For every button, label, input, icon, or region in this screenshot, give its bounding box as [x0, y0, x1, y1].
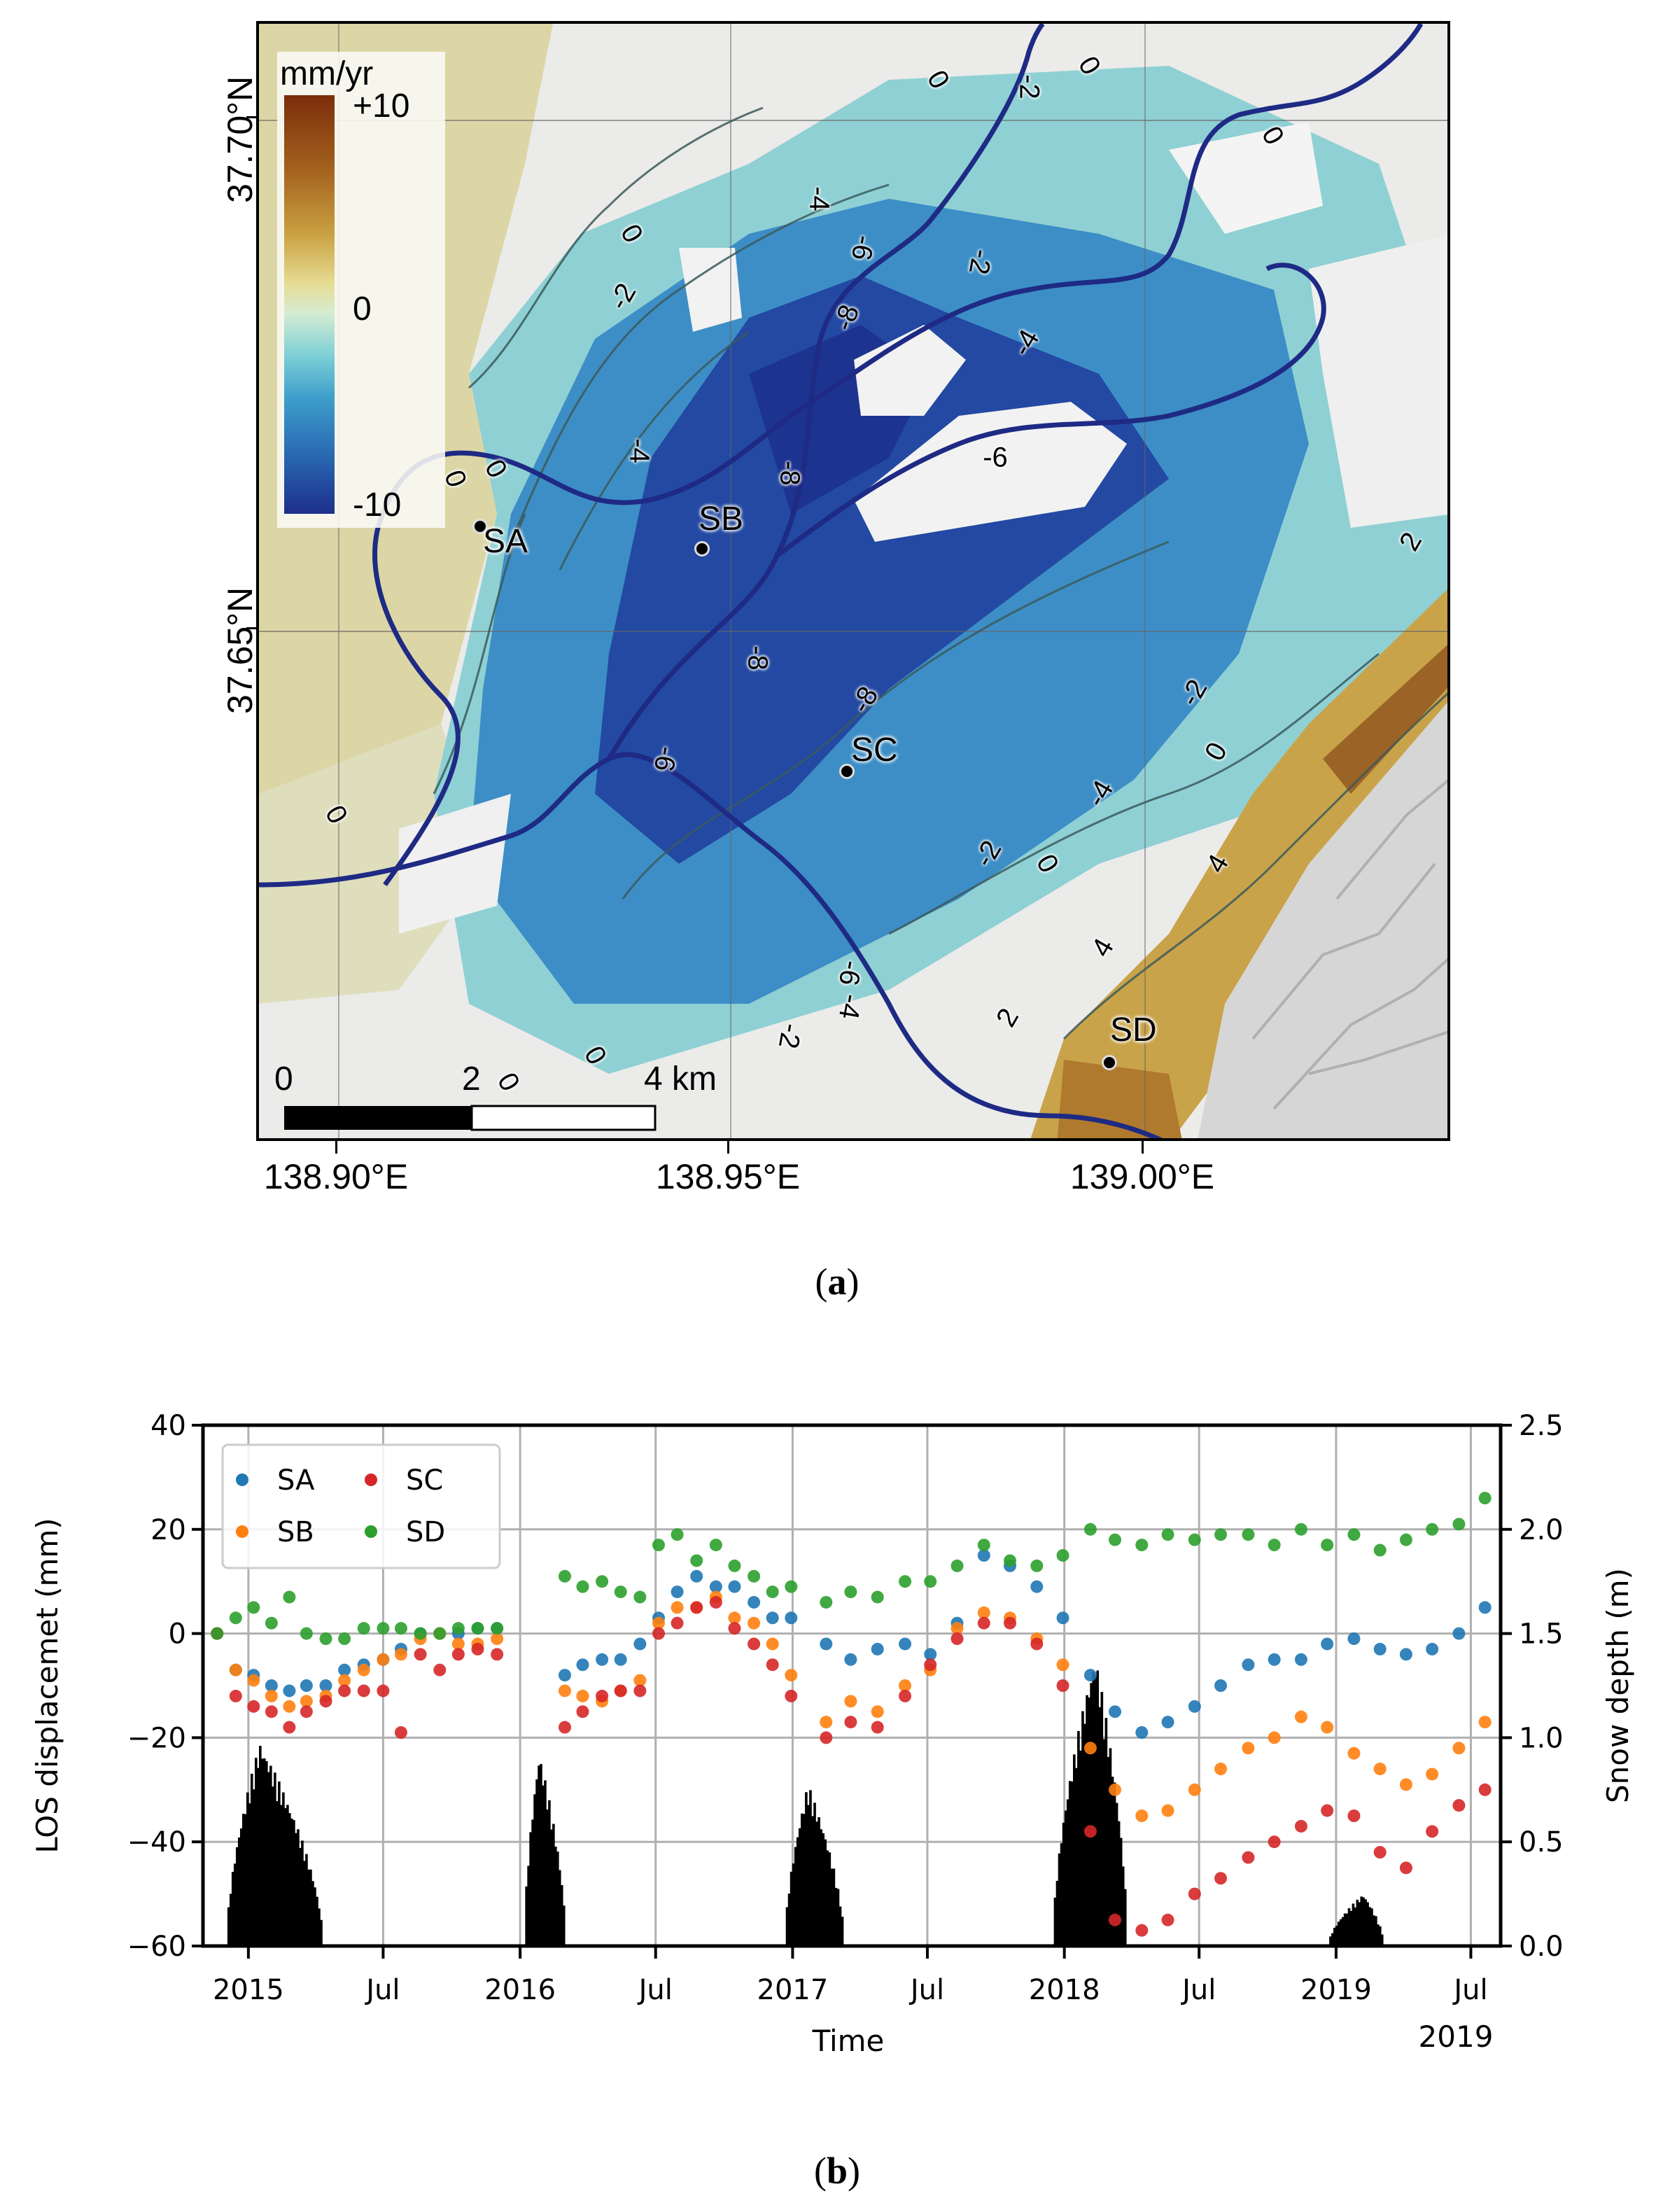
- y-right-axis: 2.5 2.0 1.5 1.0 0.5 0.0: [1501, 1410, 1564, 1963]
- svg-text:2.5: 2.5: [1519, 1410, 1564, 1442]
- velocity-map: mm/yr +10 0 -10 SA SB SC SD 0 0 -2 0 -4 …: [256, 21, 1450, 1141]
- station-sd-marker-icon: [1102, 1055, 1117, 1070]
- map-raster: [259, 24, 1447, 1138]
- contour-label: -8: [774, 461, 806, 486]
- svg-text:−60: −60: [127, 1931, 186, 1963]
- contour-label: -4: [804, 186, 835, 211]
- caption-b: (b): [813, 2150, 861, 2192]
- contour-label: -6: [647, 743, 683, 774]
- svg-text:Jul: Jul: [1452, 1974, 1487, 2006]
- lat-label-37-65: 37.65°N: [220, 587, 260, 714]
- scale-bar-label-2: 2: [462, 1060, 481, 1098]
- svg-text:0.5: 0.5: [1519, 1826, 1564, 1858]
- station-sa-label: SA: [483, 523, 528, 560]
- contour-label: -8: [742, 645, 773, 671]
- svg-text:2018: 2018: [1029, 1974, 1100, 2006]
- svg-text:−40: −40: [127, 1826, 186, 1858]
- svg-text:SB: SB: [277, 1516, 314, 1548]
- svg-text:−20: −20: [127, 1722, 186, 1754]
- svg-text:Jul: Jul: [637, 1974, 673, 2006]
- svg-text:SD: SD: [406, 1516, 445, 1548]
- x-offset-label: 2019: [1419, 2019, 1494, 2054]
- caption-a: (a): [815, 1261, 859, 1303]
- svg-text:Jul: Jul: [908, 1974, 944, 2006]
- scale-bar-black: [284, 1106, 472, 1130]
- y-right-title: Snow depth (m): [1601, 1568, 1635, 1803]
- station-sb-marker-icon: [694, 541, 710, 556]
- contour-label: -6: [983, 442, 1008, 473]
- contour-label: -2: [962, 246, 998, 277]
- svg-text:Jul: Jul: [364, 1974, 400, 2006]
- colorbar-title: mm/yr: [280, 55, 374, 92]
- colorbar-gradient: [284, 95, 335, 514]
- lat-tick: [246, 116, 258, 118]
- lon-label-138-95: 138.95°E: [655, 1157, 801, 1196]
- scale-bar-label-4km: 4 km: [644, 1060, 717, 1098]
- y-left-axis: 40 20 0 −20 −40 −60: [127, 1410, 203, 1963]
- svg-text:20: 20: [150, 1514, 186, 1546]
- snow-depth-bars: [227, 1670, 1384, 1946]
- station-sd-label: SD: [1110, 1011, 1157, 1049]
- svg-text:2016: 2016: [484, 1974, 556, 2006]
- svg-text:1.0: 1.0: [1519, 1722, 1564, 1754]
- scatter-points: [211, 1492, 1492, 1937]
- svg-text:2019: 2019: [1300, 1974, 1372, 2006]
- svg-text:2015: 2015: [213, 1974, 284, 2006]
- lat-tick: [246, 627, 258, 629]
- svg-text:SA: SA: [277, 1464, 315, 1497]
- colorbar-max-label: +10: [353, 88, 410, 125]
- lon-tick: [727, 1141, 729, 1154]
- contour-label: -2: [772, 1021, 808, 1051]
- displacement-chart: 40 20 0 −20 −40 −60 2.5 2.0 1.5 1.0 0.5 0.0 2015 Ju…: [30, 1410, 1635, 2058]
- contour-label: -6: [832, 958, 868, 988]
- svg-text:2017: 2017: [757, 1974, 829, 2006]
- station-sc-marker-icon: [839, 764, 855, 779]
- lon-tick: [1142, 1141, 1144, 1154]
- scale-bar-label-0: 0: [274, 1060, 293, 1098]
- colorbar-min-label: -10: [353, 486, 402, 524]
- contour-label: -4: [624, 438, 655, 463]
- lat-label-37-70: 37.70°N: [220, 76, 260, 203]
- plot-frame: [201, 1423, 1503, 1948]
- svg-text:Jul: Jul: [1180, 1974, 1216, 2006]
- contour-label: -4: [832, 991, 868, 1022]
- y-left-title: LOS displacemet (mm): [30, 1518, 64, 1853]
- svg-text:1.5: 1.5: [1519, 1618, 1564, 1651]
- station-sa-marker-icon: [472, 519, 488, 534]
- x-axis: 2015 Jul 2016 Jul 2017 Jul 2018 Jul 2019 Jul: [213, 1946, 1488, 2006]
- scale-bar-white: [470, 1105, 657, 1131]
- svg-text:0.0: 0.0: [1519, 1931, 1564, 1963]
- lon-tick: [335, 1141, 337, 1154]
- station-sc-label: SC: [851, 732, 898, 769]
- svg-text:40: 40: [150, 1410, 186, 1442]
- contour-label: -2: [1013, 74, 1045, 99]
- x-axis-title: Time: [812, 2024, 885, 2058]
- colorbar-mid-label: 0: [353, 290, 372, 328]
- station-sb-label: SB: [699, 500, 744, 538]
- lon-label-138-90: 138.90°E: [263, 1157, 409, 1196]
- svg-text:SC: SC: [406, 1464, 443, 1497]
- lon-label-139-00: 139.00°E: [1069, 1157, 1215, 1196]
- contour-label: -6: [845, 232, 880, 263]
- svg-text:0: 0: [169, 1618, 186, 1651]
- legend: SA SB SC SD: [221, 1443, 501, 1569]
- svg-text:2.0: 2.0: [1519, 1514, 1564, 1546]
